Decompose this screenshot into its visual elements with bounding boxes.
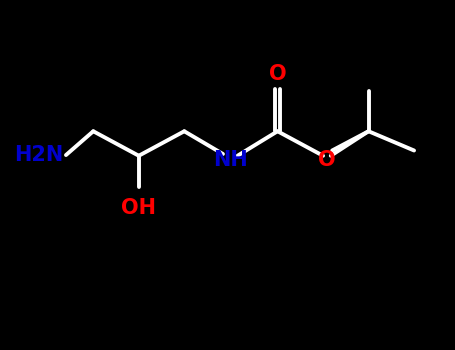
Text: OH: OH <box>121 198 156 218</box>
Text: NH: NH <box>213 150 248 170</box>
Text: O: O <box>318 150 335 170</box>
Text: H2N: H2N <box>14 145 63 165</box>
Text: O: O <box>269 63 286 84</box>
